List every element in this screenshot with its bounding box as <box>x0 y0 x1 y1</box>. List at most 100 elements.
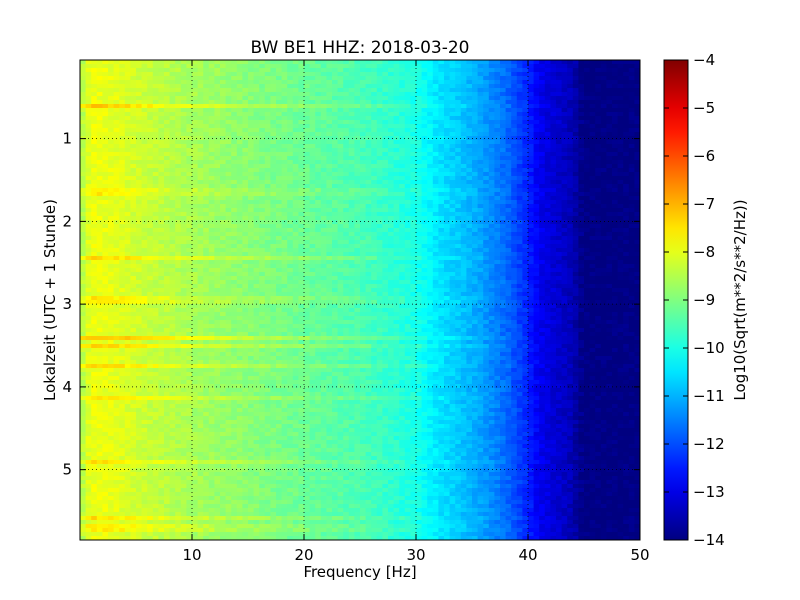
heatmap-cell <box>152 244 159 249</box>
heatmap-cell <box>337 100 344 105</box>
heatmap-cell <box>186 60 193 65</box>
heatmap-cell <box>253 180 260 185</box>
heatmap-cell <box>292 192 299 197</box>
heatmap-cell <box>147 168 154 173</box>
heatmap-cell <box>186 200 193 205</box>
heatmap-cell <box>124 252 131 257</box>
heatmap-cell <box>388 216 394 221</box>
heatmap-cell <box>360 116 366 121</box>
heatmap-cell <box>208 192 215 197</box>
heatmap-cell <box>309 236 316 241</box>
heatmap-cell <box>494 68 501 73</box>
heatmap-cell <box>561 256 568 261</box>
heatmap-cell <box>136 88 142 93</box>
heatmap-cell <box>522 124 529 129</box>
heatmap-cell <box>623 184 630 189</box>
heatmap-cell <box>438 248 445 253</box>
heatmap-cell <box>147 156 154 161</box>
heatmap-cell <box>533 80 540 85</box>
heatmap-cell <box>197 168 204 173</box>
heatmap-cell <box>164 212 170 217</box>
heatmap-cell <box>449 240 456 245</box>
heatmap-cell <box>606 164 613 169</box>
heatmap-cell <box>376 220 383 225</box>
heatmap-cell <box>600 220 607 225</box>
heatmap-cell <box>472 220 478 225</box>
heatmap-cell <box>416 68 422 73</box>
heatmap-cell <box>528 188 534 193</box>
heatmap-cell <box>500 184 506 189</box>
heatmap-cell <box>332 232 338 237</box>
heatmap-cell <box>281 100 288 105</box>
heatmap-cell <box>634 176 641 181</box>
heatmap-cell <box>197 184 204 189</box>
heatmap-cell <box>298 196 305 201</box>
heatmap-cell <box>533 136 540 141</box>
heatmap-cell <box>567 248 574 253</box>
heatmap-cell <box>102 108 109 113</box>
heatmap-cell <box>225 100 232 105</box>
heatmap-cell <box>175 68 182 73</box>
heatmap-cell <box>281 84 288 89</box>
heatmap-cell <box>623 236 630 241</box>
heatmap-cell <box>628 72 635 77</box>
heatmap-cell <box>164 244 170 249</box>
heatmap-cell <box>483 188 490 193</box>
heatmap-cell <box>488 220 495 225</box>
heatmap-cell <box>85 212 92 217</box>
heatmap-cell <box>539 88 546 93</box>
heatmap-cell <box>164 160 170 165</box>
heatmap-cell <box>544 200 551 205</box>
heatmap-cell <box>466 184 473 189</box>
heatmap-cell <box>124 136 131 141</box>
heatmap-cell <box>516 140 523 145</box>
heatmap-cell <box>304 236 310 241</box>
heatmap-cell <box>147 120 154 125</box>
heatmap-cell <box>371 244 378 249</box>
heatmap-cell <box>376 64 383 69</box>
heatmap-cell <box>248 96 254 101</box>
heatmap-cell <box>522 196 529 201</box>
heatmap-cell <box>365 196 372 201</box>
heatmap-cell <box>460 212 467 217</box>
heatmap-cell <box>376 204 383 209</box>
heatmap-cell <box>113 164 120 169</box>
heatmap-cell <box>96 176 103 181</box>
heatmap-cell <box>141 204 148 209</box>
heatmap-cell <box>264 188 271 193</box>
heatmap-cell <box>360 68 366 73</box>
heatmap-cell <box>259 244 266 249</box>
heatmap-cell <box>388 252 394 257</box>
heatmap-cell <box>309 208 316 213</box>
heatmap-cell <box>376 148 383 153</box>
heatmap-cell <box>147 100 154 105</box>
heatmap-cell <box>556 196 562 201</box>
heatmap-cell <box>287 112 294 117</box>
heatmap-cell <box>292 84 299 89</box>
heatmap-cell <box>337 156 344 161</box>
heatmap-cell <box>472 72 478 77</box>
heatmap-cell <box>276 88 282 93</box>
heatmap-cell <box>432 132 439 137</box>
heatmap-cell <box>141 112 148 117</box>
heatmap-cell <box>169 220 176 225</box>
heatmap-cell <box>466 72 473 77</box>
heatmap-cell <box>158 192 165 197</box>
heatmap-cell <box>91 72 98 77</box>
heatmap-cell <box>326 136 333 141</box>
heatmap-cell <box>130 196 137 201</box>
heatmap-cell <box>124 220 131 225</box>
heatmap-cell <box>483 160 490 165</box>
heatmap-cell <box>556 208 562 213</box>
heatmap-cell <box>416 160 422 165</box>
heatmap-cell <box>102 144 109 149</box>
heatmap-cell <box>315 156 322 161</box>
heatmap-cell <box>147 252 154 257</box>
heatmap-cell <box>197 216 204 221</box>
heatmap-cell <box>488 192 495 197</box>
heatmap-cell <box>136 112 142 117</box>
heatmap-cell <box>124 184 131 189</box>
heatmap-cell <box>550 188 557 193</box>
heatmap-cell <box>315 88 322 93</box>
heatmap-cell <box>253 136 260 141</box>
